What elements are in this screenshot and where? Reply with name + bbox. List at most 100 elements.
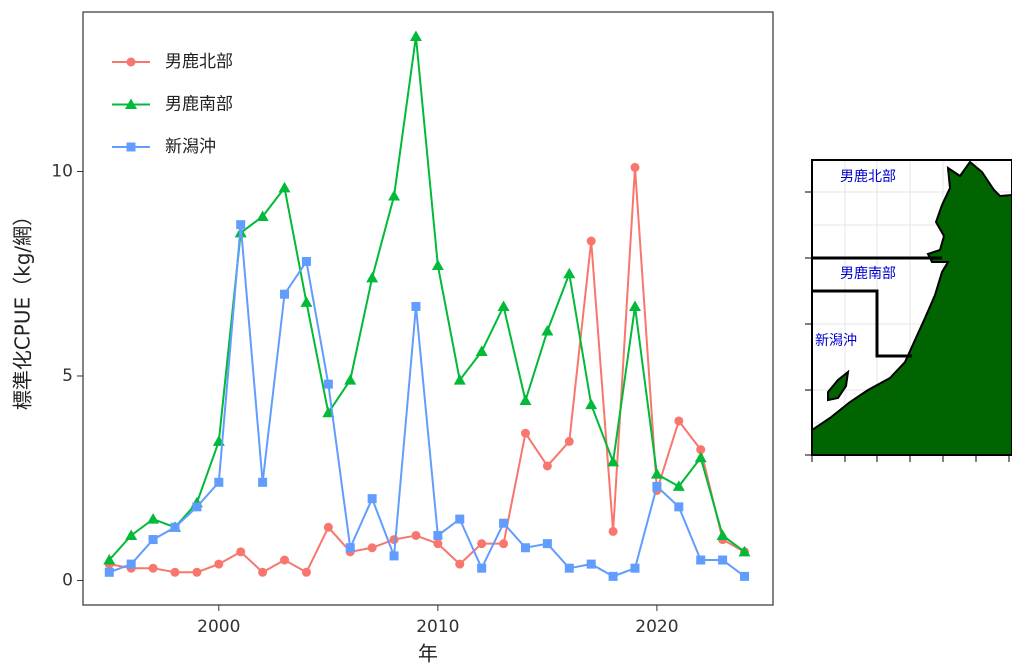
map-label: 男鹿北部	[840, 168, 896, 185]
marker	[433, 530, 443, 540]
marker	[520, 428, 530, 438]
marker	[740, 571, 750, 581]
marker	[674, 416, 684, 426]
marker	[586, 236, 596, 246]
marker	[433, 539, 443, 549]
marker	[696, 445, 706, 455]
marker	[431, 259, 444, 271]
marker	[147, 513, 160, 524]
marker	[389, 551, 399, 561]
marker	[607, 455, 620, 467]
legend-label: 新潟沖	[165, 137, 216, 157]
marker	[674, 502, 684, 512]
marker	[148, 563, 158, 573]
island	[827, 369, 850, 402]
map-inset: 男鹿北部 男鹿南部 新潟沖	[805, 159, 1012, 462]
marker	[301, 256, 311, 266]
marker	[563, 267, 576, 279]
map-ticks	[805, 191, 1010, 462]
marker	[367, 494, 377, 504]
marker	[499, 518, 509, 528]
marker	[214, 559, 224, 569]
marker	[409, 30, 422, 42]
map-label: 男鹿南部	[840, 265, 896, 282]
marker	[718, 555, 728, 565]
marker	[542, 461, 552, 471]
boundary	[812, 289, 912, 358]
marker	[411, 530, 421, 540]
y-axis-label: 標準化CPUE（kg/網）	[11, 206, 35, 410]
marker	[301, 567, 311, 577]
marker	[541, 324, 554, 336]
marker	[630, 162, 640, 172]
y-tick-label: 5	[62, 366, 73, 386]
marker	[170, 567, 180, 577]
legend-label: 男鹿北部	[165, 52, 233, 72]
marker	[672, 480, 685, 491]
plot-frame	[82, 11, 774, 606]
x-tick-label: 2000	[197, 617, 240, 637]
marker	[214, 477, 224, 487]
marker	[389, 535, 399, 545]
land	[811, 160, 1012, 456]
marker	[322, 406, 335, 418]
marker	[453, 374, 466, 385]
marker	[542, 539, 552, 549]
x-axis-label: 年	[418, 642, 438, 666]
marker	[126, 559, 136, 569]
marker	[345, 543, 355, 553]
marker	[716, 529, 729, 540]
marker	[608, 571, 618, 581]
y-tick-label: 10	[51, 161, 73, 181]
marker	[455, 559, 465, 569]
marker	[475, 345, 488, 356]
marker	[564, 563, 574, 573]
marker	[280, 289, 290, 299]
marker	[366, 271, 379, 283]
map-label: 新潟沖	[815, 333, 857, 349]
marker	[608, 526, 618, 536]
marker	[148, 535, 158, 545]
legend-label: 男鹿南部	[165, 95, 233, 115]
marker	[696, 555, 706, 565]
marker	[497, 300, 510, 311]
marker	[256, 210, 269, 221]
marker	[499, 539, 509, 549]
marker	[125, 529, 138, 540]
marker	[300, 296, 313, 307]
marker	[738, 545, 751, 557]
marker	[103, 554, 116, 565]
x-tick-label: 2010	[416, 617, 459, 637]
marker	[278, 181, 291, 193]
marker	[477, 563, 487, 573]
marker	[258, 477, 268, 487]
marker	[650, 468, 663, 479]
marker	[170, 522, 180, 532]
marker	[519, 394, 532, 406]
marker	[236, 220, 246, 230]
marker	[586, 559, 596, 569]
legend-marker	[126, 142, 136, 152]
marker	[236, 547, 246, 557]
marker	[629, 300, 641, 311]
marker	[192, 502, 202, 512]
marker	[455, 514, 465, 524]
marker	[652, 481, 662, 491]
marker	[630, 563, 640, 573]
series-line	[108, 36, 746, 561]
marker	[192, 567, 202, 577]
marker	[477, 539, 487, 549]
marker	[367, 543, 377, 553]
marker	[104, 567, 114, 577]
marker	[258, 567, 268, 577]
marker	[411, 301, 421, 311]
x-tick-label: 2020	[635, 617, 678, 637]
map-frame	[811, 159, 1012, 456]
legend-marker	[126, 57, 136, 67]
marker	[323, 379, 333, 389]
legend-marker	[125, 98, 137, 109]
y-tick-label: 0	[62, 570, 73, 590]
marker	[564, 436, 574, 446]
marker	[323, 522, 333, 532]
